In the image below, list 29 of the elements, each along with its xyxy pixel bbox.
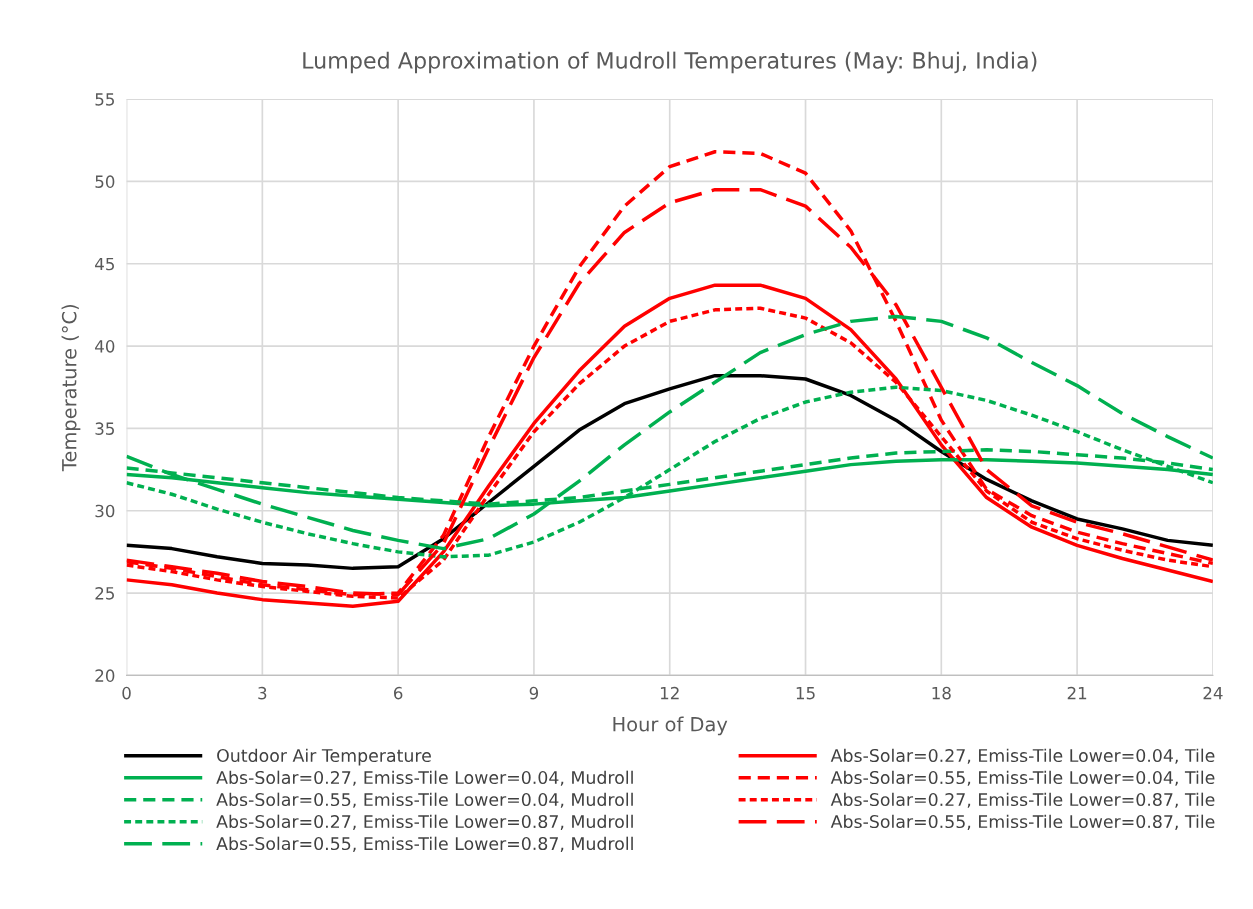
x-tick-label: 3 (258, 686, 267, 700)
legend-label: Abs-Solar=0.27, Emiss-Tile Lower=0.87, Tile (830, 792, 1215, 808)
legend-label: Abs-Solar=0.55, Emiss-Tile Lower=0.04, Mudroll (216, 792, 633, 808)
y-tick-label: 55 (95, 93, 114, 106)
chart-title: Lumped Approximation of Mudroll Temperatures (May: Bhuj, India) (303, 51, 1037, 74)
y-tick-label: 30 (95, 504, 115, 518)
legend-label: Abs-Solar=0.27, Emiss-Tile Lower=0.04, Mudroll (216, 770, 633, 786)
x-tick-label: 12 (660, 686, 679, 700)
x-tick-label: 6 (394, 686, 403, 700)
y-tick-label: 40 (95, 340, 115, 353)
legend-label: Abs-Solar=0.55, Emiss-Tile Lower=0.04, Tile (830, 770, 1215, 786)
y-tick-label: 35 (95, 422, 114, 435)
legend-label: Abs-Solar=0.55, Emiss-Tile Lower=0.87, Tile (830, 814, 1215, 830)
legend-label: Outdoor Air Temperature (217, 748, 431, 766)
y-tick-label: 50 (95, 175, 115, 188)
y-axis-title: Temperature (°C) (61, 305, 81, 472)
y-tick-label: 45 (95, 257, 114, 271)
x-tick-label: 15 (796, 687, 815, 700)
x-tick-label: 0 (122, 686, 131, 700)
y-tick-label: 20 (95, 669, 115, 682)
x-tick-label: 18 (932, 686, 951, 700)
legend-label: Abs-Solar=0.27, Emiss-Tile Lower=0.04, Tile (830, 748, 1215, 764)
legend-label: Abs-Solar=0.55, Emiss-Tile Lower=0.87, Mudroll (216, 836, 633, 852)
x-tick-label: 24 (1203, 686, 1223, 700)
y-tick-label: 25 (95, 587, 114, 600)
x-tick-label: 9 (529, 686, 539, 700)
x-tick-label: 21 (1067, 686, 1087, 700)
x-axis-title: Hour of Day (613, 716, 728, 736)
legend-label: Abs-Solar=0.27, Emiss-Tile Lower=0.87, Mudroll (216, 814, 633, 830)
